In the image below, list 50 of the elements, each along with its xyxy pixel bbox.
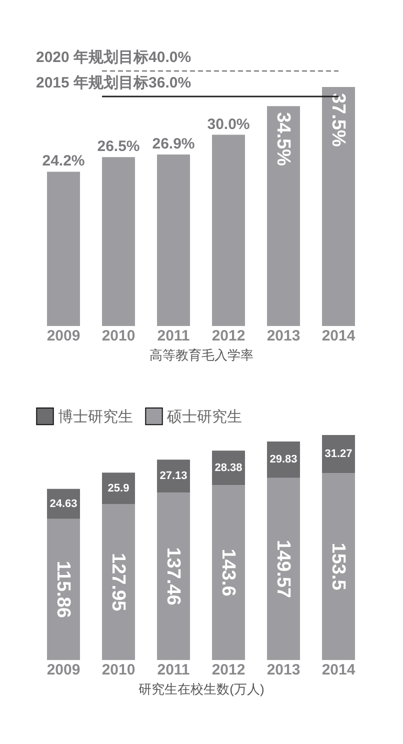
- data-label: 34.5%: [272, 112, 294, 166]
- data-label: 153.5: [328, 542, 348, 591]
- bar: [267, 106, 300, 326]
- data-label: 149.57: [272, 540, 294, 598]
- x-tick-label: 2014: [322, 328, 356, 344]
- bar: [102, 157, 135, 326]
- x-tick-label: 2009: [46, 328, 80, 344]
- bar: [157, 154, 190, 326]
- x-tick-label: 2009: [46, 662, 80, 678]
- data-label: 127.95: [108, 553, 128, 612]
- x-tick-label: 2013: [266, 662, 300, 678]
- data-label: 27.13: [160, 470, 188, 482]
- bar: [157, 492, 190, 660]
- ref-line-label: 2015 年规划目标36.0%: [36, 74, 192, 92]
- bar: [102, 472, 135, 504]
- x-tick-label: 2013: [266, 328, 300, 344]
- data-label: 24.63: [50, 498, 78, 510]
- data-label: 137.46: [162, 547, 184, 606]
- x-tick-label: 2012: [212, 662, 246, 678]
- x-tick-label: 2011: [157, 328, 190, 344]
- bar: [322, 473, 355, 660]
- data-label: 31.27: [324, 448, 352, 460]
- data-label: 115.86: [52, 560, 74, 618]
- x-tick-label: 2014: [322, 662, 356, 678]
- x-axis-title: 研究生在校生数(万人): [138, 682, 264, 696]
- x-tick-label: 2010: [102, 328, 136, 344]
- bar: [212, 134, 245, 326]
- x-tick-label: 2010: [102, 662, 136, 678]
- x-axis-title: 高等教育毛入学率: [150, 348, 254, 362]
- x-tick-label: 2012: [212, 328, 246, 344]
- data-label: 30.0%: [207, 116, 250, 133]
- legend-label: 博士研究生: [58, 408, 133, 426]
- bar: [322, 435, 355, 474]
- bar: [322, 86, 355, 326]
- legend-label: 硕士研究生: [166, 408, 242, 426]
- bar: [47, 518, 80, 660]
- data-label: 25.9: [108, 482, 130, 494]
- data-label: 26.9%: [152, 136, 195, 153]
- data-label: 37.5%: [328, 92, 348, 147]
- bar: [47, 172, 80, 326]
- data-label: 24.2%: [42, 152, 85, 170]
- data-label: 26.5%: [97, 138, 140, 156]
- bar: [102, 504, 135, 660]
- bar: [267, 478, 300, 660]
- data-label: 143.6: [218, 548, 238, 596]
- x-tick-label: 2011: [157, 662, 190, 678]
- data-label: 28.38: [214, 462, 242, 474]
- ref-line-label: 2020 年规划目标40.0%: [36, 49, 192, 66]
- bar: [212, 485, 245, 660]
- data-label: 29.83: [270, 454, 298, 466]
